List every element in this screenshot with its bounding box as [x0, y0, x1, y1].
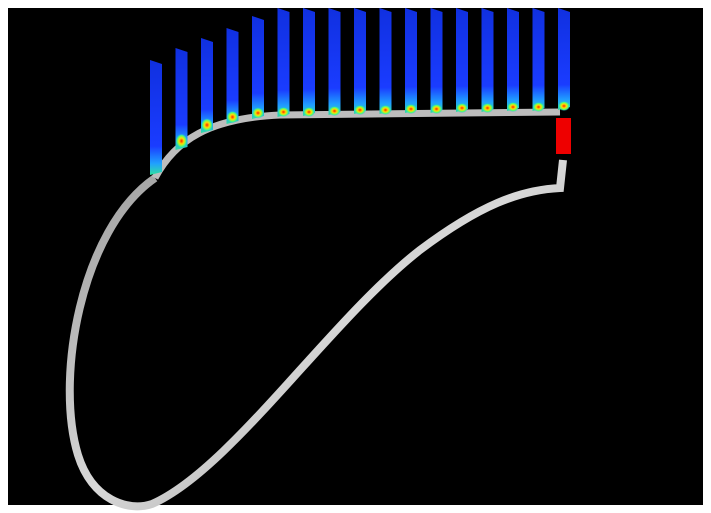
- flow-slice: [405, 8, 417, 113]
- flow-slice: [482, 8, 494, 112]
- hot-spot: [176, 134, 188, 149]
- flow-slice: [354, 8, 366, 114]
- hot-spot: [507, 102, 519, 112]
- flow-slice: [533, 8, 545, 111]
- hot-spot: [354, 105, 366, 115]
- hot-spot: [456, 103, 468, 113]
- hot-spot: [278, 107, 290, 117]
- flow-slice: [558, 8, 570, 110]
- render-view: [0, 0, 711, 513]
- trailing-edge: [556, 118, 571, 154]
- hot-spot: [329, 106, 341, 116]
- hot-spot: [227, 111, 239, 123]
- hot-spot: [252, 107, 264, 118]
- hot-spot: [405, 104, 417, 114]
- hot-spot: [533, 102, 545, 112]
- flow-slice: [252, 16, 264, 119]
- flow-slice: [507, 8, 519, 111]
- hot-spot: [303, 107, 315, 117]
- hot-spot: [558, 101, 570, 111]
- flow-slice: [431, 8, 443, 113]
- flow-slice: [329, 8, 341, 115]
- hot-spot: [380, 105, 392, 115]
- flow-slice: [150, 60, 162, 175]
- hot-spot: [431, 104, 443, 114]
- flow-slice: [278, 8, 290, 117]
- hot-spot: [482, 103, 494, 113]
- flow-slice: [303, 8, 315, 116]
- flow-slice: [456, 8, 468, 112]
- hot-spot: [201, 118, 213, 132]
- flow-slice: [227, 28, 239, 124]
- flow-slice: [380, 8, 392, 114]
- page: (() => { const data = JSON.parse(documen…: [0, 0, 711, 513]
